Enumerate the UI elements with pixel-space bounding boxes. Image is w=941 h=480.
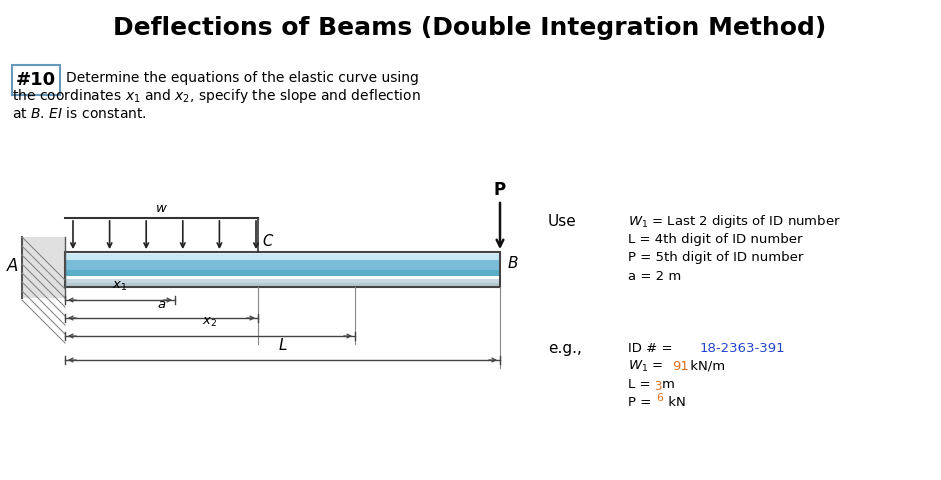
Text: $W_1$ =: $W_1$ = xyxy=(628,359,664,373)
Text: #10: #10 xyxy=(16,71,56,89)
Text: at $B$. $EI$ is constant.: at $B$. $EI$ is constant. xyxy=(12,106,147,120)
Bar xyxy=(65,279,500,286)
Text: Deflections of Beams (Double Integration Method): Deflections of Beams (Double Integration… xyxy=(113,16,826,40)
Text: P: P xyxy=(494,181,506,199)
Text: L = 4th digit of ID number: L = 4th digit of ID number xyxy=(628,233,803,247)
Text: kN/m: kN/m xyxy=(686,360,726,372)
Text: 18-2363-391: 18-2363-391 xyxy=(700,341,786,355)
Text: B: B xyxy=(508,256,518,272)
Text: 6: 6 xyxy=(656,393,663,403)
Text: the coordinates $x_1$ and $x_2$, specify the slope and deflection: the coordinates $x_1$ and $x_2$, specify… xyxy=(12,87,421,105)
Text: C: C xyxy=(262,234,272,249)
Text: ID # =: ID # = xyxy=(628,341,673,355)
Bar xyxy=(65,270,500,276)
Text: L =: L = xyxy=(628,377,655,391)
Text: $L$: $L$ xyxy=(278,337,287,353)
Bar xyxy=(65,252,500,254)
Text: $x_2$: $x_2$ xyxy=(202,316,217,329)
Bar xyxy=(65,254,500,260)
Text: 3: 3 xyxy=(654,380,662,393)
Text: P = 5th digit of ID number: P = 5th digit of ID number xyxy=(628,252,804,264)
Text: a = 2 m: a = 2 m xyxy=(628,269,681,283)
Bar xyxy=(65,260,500,270)
Text: 91: 91 xyxy=(672,360,689,372)
Text: Use: Use xyxy=(548,215,577,229)
Text: m: m xyxy=(662,377,675,391)
Bar xyxy=(65,279,500,283)
Text: A: A xyxy=(7,257,18,275)
Text: $a$: $a$ xyxy=(157,298,167,311)
Bar xyxy=(12,65,60,95)
Text: P =: P = xyxy=(628,396,651,408)
Text: Determine the equations of the elastic curve using: Determine the equations of the elastic c… xyxy=(66,71,419,85)
Text: $W_1$ = Last 2 digits of ID number: $W_1$ = Last 2 digits of ID number xyxy=(628,214,841,230)
Bar xyxy=(65,252,500,287)
Bar xyxy=(22,237,65,298)
Text: $x_1$: $x_1$ xyxy=(112,280,128,293)
Text: w: w xyxy=(156,202,167,215)
Text: e.g.,: e.g., xyxy=(548,340,582,356)
Text: kN: kN xyxy=(664,396,686,408)
